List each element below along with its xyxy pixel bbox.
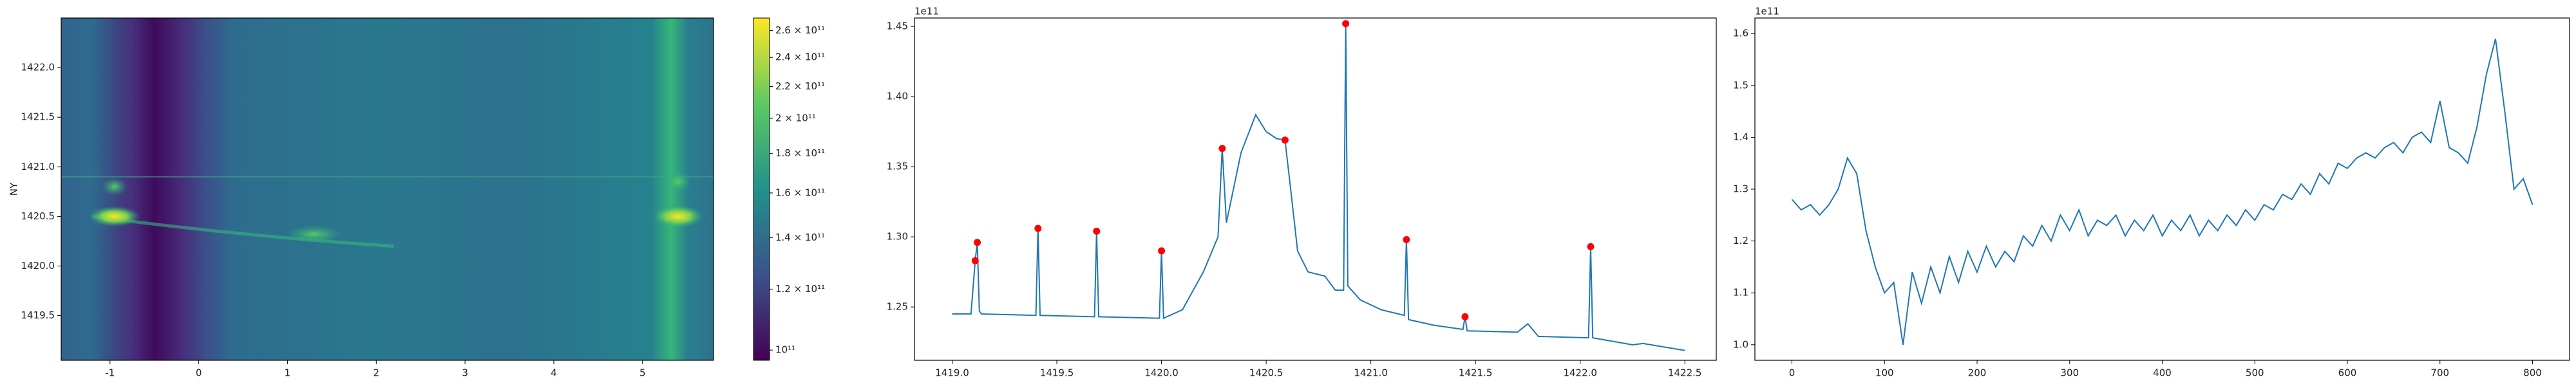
x-tick-label: 1422.0 — [1563, 367, 1597, 379]
y-tick-label: 1422.0 — [21, 62, 55, 73]
colorbar-tick-label: 1.6 × 10¹¹ — [775, 187, 825, 198]
x-tick-label: 0 — [196, 367, 202, 379]
x-tick-label: 1419.0 — [935, 367, 969, 379]
peak-marker — [1034, 225, 1042, 232]
peak-marker — [1403, 235, 1410, 243]
x-tick-label: 100 — [1875, 367, 1894, 379]
x-tick-label: 3 — [462, 367, 468, 379]
axes-frame — [61, 17, 714, 361]
y-tick-label: 1.4 — [1733, 131, 1748, 143]
offset-text: 1e11 — [1755, 6, 1779, 17]
x-tick-label: -1 — [105, 367, 115, 379]
x-tick-label: 400 — [2153, 367, 2172, 379]
colorbar-tick-label: 1.2 × 10¹¹ — [775, 283, 825, 295]
y-tick-label: 1.25 — [887, 301, 908, 313]
x-tick-label: 4 — [551, 367, 557, 379]
heatmap-blob — [285, 225, 343, 244]
y-tick-label: 1421.5 — [21, 111, 55, 123]
x-tick-label: 700 — [2430, 367, 2449, 379]
y-tick-label: 1.45 — [887, 21, 908, 32]
colorbar-tick-label: 2 × 10¹¹ — [775, 112, 816, 124]
x-tick-label: 200 — [1968, 367, 1987, 379]
y-tick-label: 1.2 — [1733, 235, 1748, 246]
x-tick-label: 1419.5 — [1040, 367, 1074, 379]
y-tick-label: 1421.0 — [21, 161, 55, 172]
heatmap-blob — [665, 171, 691, 192]
heatmap-image — [61, 18, 714, 360]
heatmap-blob — [652, 205, 704, 228]
x-tick-label: 5 — [639, 367, 646, 379]
y-tick-label: 1420.5 — [21, 210, 55, 222]
y-tick-label: 1.5 — [1733, 79, 1748, 91]
line — [1791, 38, 2533, 345]
x-tick-label: 500 — [2246, 367, 2264, 379]
y-tick-label: 1420.0 — [21, 260, 55, 271]
y-tick-label: 1.35 — [887, 161, 908, 172]
peak-marker — [1281, 136, 1289, 144]
y-tick-label: 1.40 — [887, 91, 908, 102]
x-tick-label: 1421.5 — [1459, 367, 1493, 379]
colorbar-tick-label: 10¹¹ — [775, 344, 795, 356]
x-tick-label: 1422.5 — [1668, 367, 1702, 379]
x-tick-label: 800 — [2523, 367, 2542, 379]
y-tick-label: 1.6 — [1733, 28, 1748, 39]
peak-marker — [1342, 20, 1350, 28]
line — [952, 23, 1685, 351]
x-tick-label: 300 — [2060, 367, 2079, 379]
x-tick-label: 1421.0 — [1354, 367, 1388, 379]
heatmap-blob — [101, 178, 128, 196]
colorbar-tick-label: 2.4 × 10¹¹ — [775, 51, 825, 63]
colorbar-tick-label: 2.2 × 10¹¹ — [775, 80, 825, 92]
y-axis-label: NY — [8, 182, 20, 196]
peak-marker — [1218, 145, 1226, 152]
x-tick-label: 1 — [285, 367, 291, 379]
peak-marker — [974, 239, 981, 246]
x-tick-label: 2 — [373, 367, 379, 379]
y-tick-label: 1.3 — [1733, 183, 1748, 195]
colorbar-tick-label: 2.6 × 10¹¹ — [775, 24, 825, 36]
y-tick-label: 1.1 — [1733, 287, 1748, 299]
y-tick-label: 1419.5 — [21, 309, 55, 321]
x-tick-label: 1420.5 — [1249, 367, 1283, 379]
peak-marker — [971, 257, 979, 264]
axes-frame — [1754, 17, 2570, 361]
colorbar-tick-label: 1.4 × 10¹¹ — [775, 232, 825, 243]
peak-marker — [1587, 243, 1595, 250]
peak-marker — [1158, 247, 1166, 255]
offset-text: 1e11 — [914, 6, 939, 17]
x-tick-label: 1420.0 — [1144, 367, 1179, 379]
y-tick-label: 1.0 — [1733, 338, 1748, 350]
axes-frame — [914, 17, 1717, 361]
y-tick-label: 1.30 — [887, 231, 908, 243]
heatmap-blob — [88, 206, 140, 227]
colorbar — [753, 17, 770, 361]
colorbar-tick-label: 1.8 × 10¹¹ — [775, 147, 825, 159]
peak-marker — [1093, 227, 1101, 235]
x-tick-label: 0 — [1789, 367, 1795, 379]
x-tick-label: 600 — [2338, 367, 2357, 379]
peak-marker — [1461, 313, 1469, 320]
